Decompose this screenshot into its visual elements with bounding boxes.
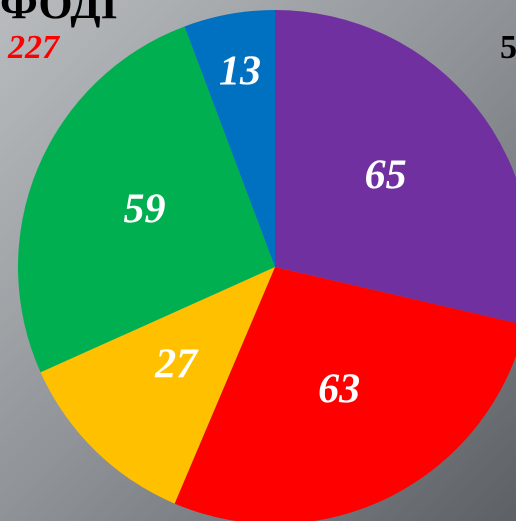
total-label: 227 <box>7 29 61 66</box>
data-label: 63 <box>318 367 360 413</box>
data-label: 13 <box>219 48 261 94</box>
page: 6563275913ФОДІ2275 (() => { const data =… <box>0 0 516 521</box>
data-label: 27 <box>154 342 199 388</box>
data-label: 59 <box>124 186 166 232</box>
chart-title: ФОДІ <box>0 0 118 28</box>
corner-label: 5 <box>500 29 516 66</box>
chart: 65 63 27 59 13 ФОДІ227 5 <box>0 0 516 521</box>
data-label: 65 <box>365 153 407 199</box>
